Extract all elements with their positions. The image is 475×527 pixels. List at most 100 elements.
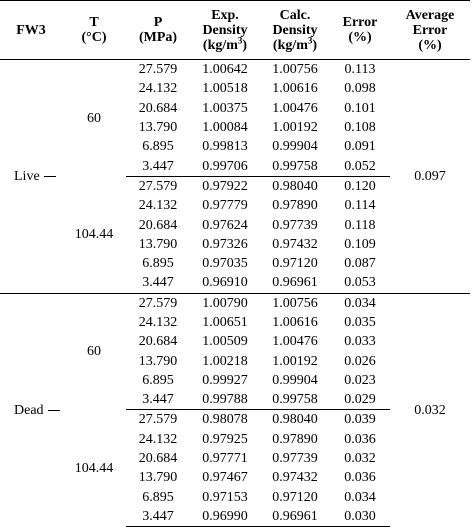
error-cell: 0.091 — [344, 139, 376, 155]
fluid-label: Live — [0, 59, 62, 294]
exp-density-cell: 0.97922 — [190, 175, 260, 197]
exp-density-cell: 0.97771 — [202, 451, 248, 467]
fluid-label: Dead — [0, 292, 62, 527]
exp-density-cell: 0.97326 — [202, 236, 248, 252]
calc-density-cell: 1.00476 — [272, 334, 318, 350]
pressure-cell: 20.684 — [138, 100, 178, 116]
error-cell: 0.035 — [344, 315, 376, 330]
table-row: 6.895 0.97035 0.97120 0.087 — [0, 254, 470, 273]
calc-density-cell: 0.99758 — [272, 392, 318, 408]
error-cell: 0.114 — [344, 198, 376, 214]
exp-density-cell: 0.96910 — [202, 275, 248, 291]
table-row: 13.790 1.00218 1.00192 0.026 — [0, 351, 470, 370]
calc-density-cell: 1.00192 — [272, 120, 318, 136]
header-exp-density: Exp. Density (kg/m3) — [190, 0, 260, 60]
table-row: 6.895 0.99813 0.99904 0.091 — [0, 137, 470, 156]
calc-density-cell: 1.00476 — [272, 100, 318, 116]
calc-density-cell: 0.97890 — [272, 198, 318, 214]
table-row: 20.684 1.00375 1.00476 0.101 — [0, 99, 470, 118]
pressure-cell: 27.579 — [126, 175, 190, 197]
error-cell: 0.034 — [330, 292, 390, 313]
pressure-cell: 13.790 — [138, 120, 178, 136]
exp-density-cell: 0.97153 — [202, 489, 248, 505]
pressure-cell: 3.447 — [142, 158, 174, 174]
error-cell: 0.032 — [344, 451, 376, 467]
error-cell: 0.109 — [344, 236, 376, 252]
pressure-cell: 3.447 — [142, 392, 174, 408]
exp-density-cell: 0.99706 — [202, 158, 248, 174]
table-row: 104.44 27.579 0.97922 0.98040 0.120 — [0, 175, 470, 242]
calc-density-cell: 0.97739 — [272, 451, 318, 467]
pressure-cell: 6.895 — [142, 256, 174, 272]
table-row: 24.132 1.00651 1.00616 0.035 — [0, 313, 470, 332]
table-row: 6.895 0.97153 0.97120 0.034 — [0, 488, 470, 507]
calc-density-cell: 0.98040 — [260, 409, 330, 430]
calc-density-cell: 0.97120 — [272, 256, 318, 272]
error-cell: 0.113 — [330, 59, 390, 80]
calc-density-cell: 0.96961 — [260, 506, 330, 527]
table-row: 24.132 0.97779 0.97890 0.114 — [0, 196, 470, 215]
calc-density-cell: 0.98040 — [260, 175, 330, 197]
pressure-cell: 24.132 — [138, 431, 178, 447]
error-cell: 0.118 — [344, 217, 376, 233]
header-calc-density: Calc. Density (kg/m3) — [260, 0, 330, 60]
calc-density-cell: 1.00616 — [272, 315, 318, 330]
table-row: 20.684 1.00509 1.00476 0.033 — [0, 332, 470, 351]
calc-density-cell: 0.97432 — [272, 470, 318, 486]
calc-density-cell: 0.97120 — [272, 489, 318, 505]
exp-density-cell: 1.00651 — [202, 315, 248, 330]
calc-density-cell: 0.97890 — [272, 431, 318, 447]
error-cell: 0.036 — [344, 431, 376, 447]
table-row: 3.447 0.96910 0.96961 0.053 — [0, 273, 470, 293]
exp-density-cell: 0.97779 — [202, 198, 248, 214]
temperature-cell: 60 — [62, 292, 126, 410]
table-row: 24.132 0.97925 0.97890 0.036 — [0, 430, 470, 449]
exp-density-cell: 1.00218 — [202, 353, 248, 369]
error-cell: 0.029 — [344, 392, 376, 408]
exp-density-cell: 0.97467 — [202, 470, 248, 486]
table-row: 3.447 0.99788 0.99758 0.029 — [0, 390, 470, 410]
table-row: 24.132 1.00518 1.00616 0.098 — [0, 79, 470, 98]
error-cell: 0.036 — [344, 470, 376, 486]
table-body: Live 60 27.579 1.00642 1.00756 0.113 0.097 24.1… — [0, 59, 470, 527]
error-cell: 0.087 — [344, 256, 376, 272]
exp-density-cell: 0.97925 — [202, 431, 248, 447]
exp-density-cell: 1.00642 — [190, 59, 260, 80]
pressure-cell: 27.579 — [126, 59, 190, 80]
error-cell: 0.053 — [344, 275, 376, 291]
error-cell: 0.033 — [344, 334, 376, 350]
header-error: Error (%) — [330, 0, 390, 60]
pressure-cell: 27.579 — [126, 409, 190, 430]
pressure-cell: 6.895 — [142, 372, 174, 388]
header-average-error: Average Error (%) — [390, 0, 470, 60]
exp-density-cell: 1.00084 — [202, 120, 248, 136]
calc-density-cell: 0.99904 — [272, 139, 318, 155]
average-error-cell: 0.097 — [390, 59, 470, 294]
table-row: 13.790 0.97326 0.97432 0.109 — [0, 235, 470, 254]
table-row: 104.44 27.579 0.98078 0.98040 0.039 — [0, 409, 470, 476]
table-row: 13.790 1.00084 1.00192 0.108 — [0, 118, 470, 137]
table-row: 20.684 0.97624 0.97739 0.118 — [0, 215, 470, 234]
temperature-cell: 104.44 — [74, 460, 114, 476]
calc-density-cell: 1.00756 — [260, 292, 330, 313]
table-row: 3.447 0.99706 0.99758 0.052 — [0, 156, 470, 176]
error-cell: 0.098 — [344, 81, 376, 97]
pressure-cell: 20.684 — [138, 217, 178, 233]
pressure-cell: 20.684 — [138, 451, 178, 467]
exp-density-cell: 0.97624 — [202, 217, 248, 233]
error-cell: 0.108 — [344, 120, 376, 136]
exp-density-cell: 1.00790 — [190, 292, 260, 313]
pressure-cell: 24.132 — [138, 198, 178, 214]
pressure-cell: 6.895 — [142, 139, 174, 155]
pressure-cell: 6.895 — [142, 489, 174, 505]
exp-density-cell: 1.00518 — [202, 81, 248, 97]
table-row: 13.790 0.97467 0.97432 0.036 — [0, 468, 470, 487]
fluid-name: Live — [14, 168, 40, 184]
pressure-cell: 13.790 — [138, 470, 178, 486]
header-pressure: P (MPa) — [126, 0, 190, 60]
calc-density-cell: 1.00192 — [272, 353, 318, 369]
pressure-cell: 20.684 — [138, 334, 178, 350]
error-cell: 0.101 — [344, 100, 376, 116]
divider-dash — [47, 409, 60, 411]
table-row: 20.684 0.97771 0.97739 0.032 — [0, 449, 470, 468]
